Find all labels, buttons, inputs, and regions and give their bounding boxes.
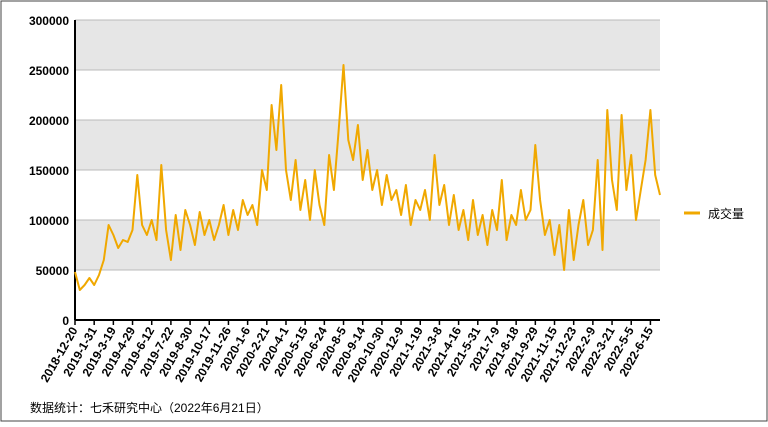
series-line (74, 64, 661, 291)
grid-band (75, 20, 660, 70)
y-tick-label: 100000 (29, 214, 69, 228)
y-tick-label: 300000 (29, 14, 69, 28)
grid-band (75, 120, 660, 170)
y-tick-label: 0 (62, 314, 69, 328)
footnote: 数据统计：七禾研究中心（2022年6月21日） (30, 400, 269, 415)
legend-label: 成交量 (708, 206, 744, 221)
y-tick-label: 250000 (29, 64, 69, 78)
y-tick-label: 50000 (36, 264, 70, 278)
y-tick-label: 150000 (29, 164, 69, 178)
y-tick-label: 200000 (29, 114, 69, 128)
